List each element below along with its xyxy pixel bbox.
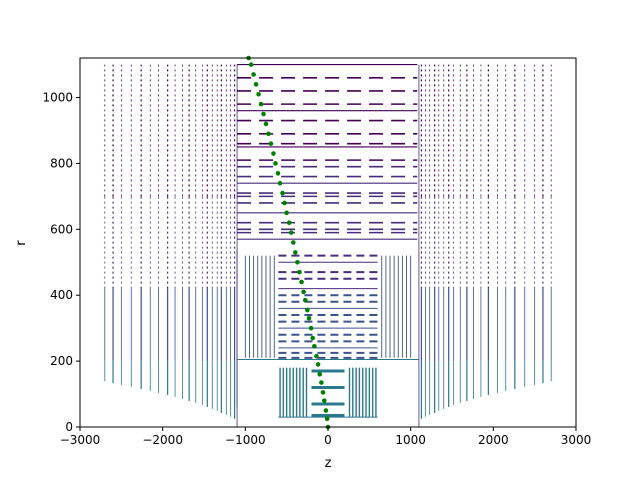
- track-hit-point: [297, 269, 302, 275]
- x-axis-label: z: [325, 456, 332, 471]
- track-hit-point: [320, 390, 326, 395]
- track-hit-point: [280, 190, 285, 196]
- x-tick-label: −1000: [225, 433, 266, 447]
- x-tick-label: 2000: [478, 433, 509, 447]
- track-hit-point: [263, 121, 269, 127]
- track-hit-point: [310, 335, 316, 341]
- x-tick-label: 1000: [395, 433, 426, 447]
- y-tick-label: 600: [50, 222, 73, 236]
- track-hit-point: [317, 371, 323, 377]
- track-hit-point: [293, 250, 298, 255]
- track-hit-point: [306, 315, 312, 321]
- track-hit-point: [295, 259, 300, 265]
- track-hit-point: [312, 343, 317, 349]
- track-hit-point: [290, 240, 296, 245]
- track-hit-point: [288, 230, 294, 235]
- track-hit-point: [256, 91, 261, 97]
- track-hit-point: [248, 62, 254, 67]
- x-tick-label: −2000: [142, 433, 183, 447]
- x-tick-label: −3000: [60, 433, 101, 447]
- y-tick-label: 0: [65, 420, 73, 434]
- track-hit-point: [299, 279, 304, 285]
- track-points: [246, 55, 331, 430]
- detector-layers: [104, 64, 552, 427]
- track-hit-point: [273, 161, 278, 166]
- track-hit-point: [286, 220, 292, 226]
- track-hit-point: [268, 141, 274, 146]
- track-hit-point: [261, 111, 266, 117]
- track-hit-point: [266, 131, 271, 137]
- track-hit-point: [308, 325, 314, 331]
- track-hit-point: [275, 171, 281, 176]
- x-tick-label: 0: [324, 433, 332, 447]
- y-tick-label: 800: [50, 156, 73, 170]
- track-hit-point: [271, 151, 276, 156]
- track-hit-point: [277, 180, 283, 186]
- axes: −3000 −2000 −1000 0 1000 2000 3000 0 200 400 600 80…: [42, 91, 591, 447]
- track-hit-point: [314, 353, 319, 359]
- track-hit-point: [315, 362, 321, 367]
- track-hit-point: [282, 200, 287, 206]
- track-hit-point: [323, 408, 329, 413]
- track-hit-point: [258, 101, 264, 107]
- track-hit-point: [302, 297, 308, 303]
- track-hit-point: [251, 72, 256, 77]
- track-hit-point: [301, 289, 306, 295]
- y-axis-label: r: [14, 240, 29, 246]
- track-hit-point: [321, 398, 327, 403]
- track-hit-point: [253, 82, 259, 87]
- track-hit-point: [319, 380, 324, 385]
- y-tick-label: 1000: [42, 91, 73, 105]
- track-hit-point: [324, 416, 330, 422]
- track-hit-point: [284, 210, 289, 216]
- track-hit-point: [305, 307, 310, 313]
- y-tick-label: 400: [50, 288, 73, 302]
- x-tick-label: 3000: [561, 433, 592, 447]
- y-tick-label: 200: [50, 354, 73, 368]
